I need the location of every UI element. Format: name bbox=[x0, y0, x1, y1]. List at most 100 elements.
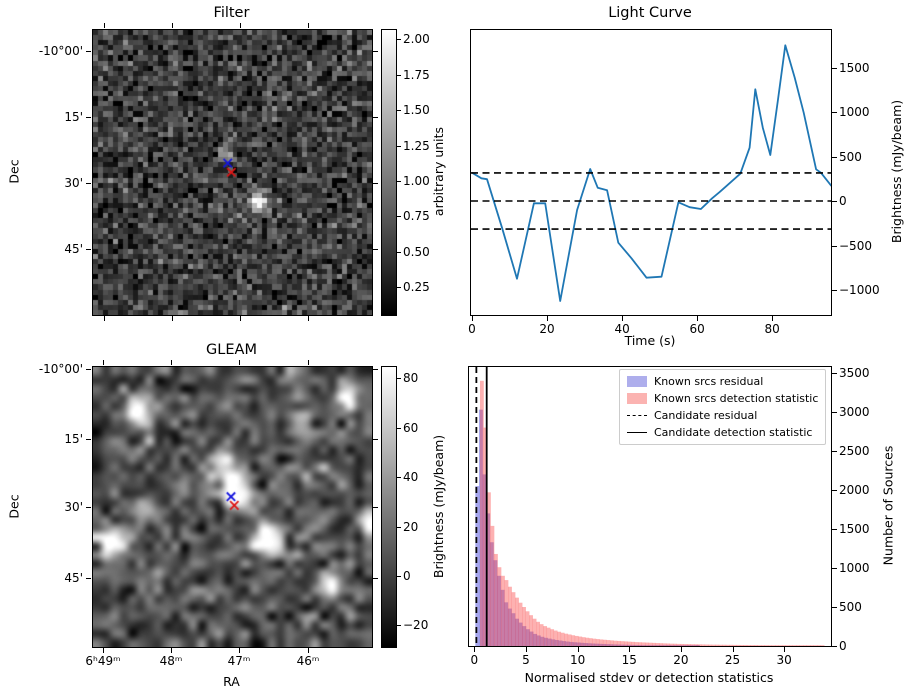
known-srcs-residual-bar bbox=[688, 645, 693, 646]
known-srcs-residual-bar bbox=[497, 575, 501, 646]
tick-mark bbox=[832, 567, 837, 569]
known-srcs-residual-bar bbox=[540, 636, 545, 646]
tick-label: 2000 bbox=[839, 482, 870, 497]
tick-label: 80 bbox=[403, 371, 419, 386]
tick-mark bbox=[397, 575, 401, 577]
known-srcs-detection-bar bbox=[775, 645, 779, 646]
known-srcs-detection-bar bbox=[704, 644, 709, 646]
tick-label: 0.25 bbox=[403, 280, 430, 295]
tick-mark bbox=[86, 249, 91, 250]
tick-mark bbox=[373, 51, 378, 52]
filter-image-panel bbox=[92, 29, 373, 316]
legend-label: Known srcs detection statistic bbox=[654, 392, 819, 405]
tick-mark bbox=[373, 369, 378, 370]
legend-item: Known srcs detection statistic bbox=[627, 391, 818, 406]
tick-label: 45' bbox=[64, 571, 83, 585]
filter-title: Filter bbox=[213, 5, 250, 21]
known-srcs-detection-bar bbox=[539, 624, 544, 646]
known-srcs-residual-bar bbox=[594, 643, 599, 646]
known-srcs-residual-bar bbox=[645, 645, 650, 646]
known-srcs-detection-bar bbox=[515, 597, 519, 646]
tick-label: -10°00' bbox=[38, 362, 83, 376]
tick-label: 0.75 bbox=[403, 209, 430, 224]
known-srcs-residual-bar bbox=[674, 645, 679, 646]
tick-label: −500 bbox=[839, 238, 872, 253]
known-srcs-residual-bar bbox=[500, 589, 505, 646]
known-srcs-detection-bar bbox=[711, 644, 716, 646]
known-srcs-residual-bar bbox=[580, 642, 585, 646]
gleam-title: GLEAM bbox=[206, 342, 257, 358]
known-srcs-detection-bar bbox=[599, 639, 604, 646]
gleam-sky-image bbox=[93, 367, 372, 647]
tick-label: 3000 bbox=[839, 404, 870, 419]
tick-label: 500 bbox=[839, 149, 862, 164]
known-srcs-detection-bar bbox=[732, 644, 737, 646]
known-srcs-residual-bar bbox=[583, 643, 588, 646]
known-srcs-detection-bar bbox=[592, 638, 597, 646]
known-srcs-residual-bar bbox=[486, 513, 491, 646]
known-srcs-residual-bar bbox=[565, 641, 570, 646]
tick-mark bbox=[104, 23, 105, 28]
known-srcs-residual-bar bbox=[641, 645, 646, 646]
tick-label: -10°00' bbox=[38, 44, 83, 58]
tick-mark bbox=[86, 507, 91, 508]
known-srcs-residual-bar bbox=[656, 645, 661, 646]
known-srcs-detection-bar bbox=[595, 639, 600, 646]
known-srcs-detection-bar bbox=[560, 632, 565, 646]
known-srcs-detection-bar bbox=[722, 644, 727, 646]
tick-label: 15 bbox=[621, 653, 637, 667]
known-srcs-detection-bar bbox=[796, 645, 800, 646]
light-curve-plot-panel bbox=[470, 29, 832, 316]
legend-label: Candidate detection statistic bbox=[654, 426, 813, 439]
light-curve-chart bbox=[471, 44, 831, 302]
known-srcs-residual-bar bbox=[695, 645, 700, 646]
tick-mark bbox=[832, 646, 837, 647]
known-srcs-detection-bar bbox=[564, 633, 569, 646]
tick-mark bbox=[86, 183, 91, 184]
known-srcs-detection-bar bbox=[729, 644, 734, 646]
known-srcs-detection-bar bbox=[746, 645, 751, 646]
known-srcs-residual-bar bbox=[692, 645, 697, 646]
tick-label: 0 bbox=[403, 568, 411, 583]
known-srcs-detection-bar bbox=[687, 644, 692, 646]
tick-mark bbox=[86, 369, 91, 370]
known-srcs-residual-bar bbox=[623, 644, 628, 646]
tick-mark bbox=[86, 578, 91, 579]
known-srcs-detection-bar bbox=[753, 645, 758, 646]
tick-mark bbox=[308, 23, 309, 28]
known-srcs-detection-bar bbox=[504, 580, 509, 646]
known-srcs-detection-bar bbox=[487, 492, 491, 646]
known-srcs-residual-bar bbox=[612, 644, 617, 646]
known-srcs-detection-bar bbox=[497, 567, 502, 646]
tick-mark bbox=[373, 439, 378, 440]
tick-mark bbox=[622, 316, 624, 321]
tick-mark bbox=[680, 647, 682, 652]
known-srcs-residual-bar bbox=[685, 645, 689, 646]
tick-mark bbox=[373, 117, 378, 118]
known-srcs-detection-bar bbox=[803, 645, 807, 646]
tick-mark bbox=[832, 112, 837, 113]
known-srcs-residual-bar bbox=[562, 641, 567, 646]
tick-label: 47ᵐ bbox=[227, 654, 251, 668]
tick-mark bbox=[629, 647, 631, 652]
tick-mark bbox=[373, 249, 378, 250]
tick-mark bbox=[397, 526, 401, 528]
known-srcs-residual-bar bbox=[478, 409, 483, 646]
tick-mark bbox=[474, 647, 476, 652]
tick-mark bbox=[547, 316, 549, 321]
tick-mark bbox=[397, 216, 401, 218]
tick-mark bbox=[373, 507, 378, 508]
known-srcs-residual-bar bbox=[544, 637, 548, 646]
known-srcs-detection-bar bbox=[634, 642, 639, 646]
known-srcs-detection-bar bbox=[581, 637, 586, 646]
light-curve-line bbox=[471, 44, 831, 302]
known-srcs-detection-bar bbox=[536, 621, 540, 646]
legend-dashed-line-swatch bbox=[627, 415, 647, 416]
filter-sky-image bbox=[93, 30, 372, 315]
tick-label: 30 bbox=[776, 653, 792, 667]
tick-label: 3500 bbox=[839, 365, 870, 380]
known-srcs-detection-bar bbox=[739, 644, 744, 646]
tick-mark bbox=[308, 360, 309, 365]
known-srcs-detection-bar bbox=[708, 644, 713, 646]
